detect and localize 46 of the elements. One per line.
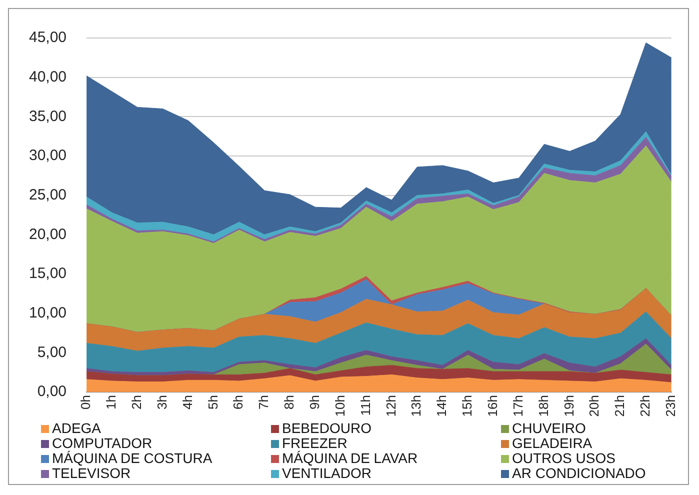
x-tick-label: 19h [561,395,576,417]
x-tick-label: 23h [662,395,678,417]
x-tick-label: 18h [536,395,551,417]
x-tick-label: 6h [230,395,246,410]
y-tick-label: 40,00 [28,68,67,86]
x-tick-label: 22h [638,395,653,417]
legend-label: OUTROS USOS [512,450,616,466]
x-tick-label: 20h [586,395,602,417]
x-tick-label: 4h [180,395,195,410]
x-tick-label: 17h [510,395,526,417]
x-tick-label: 0h [78,395,94,410]
y-tick-label: 35,00 [28,108,67,125]
legend-label: VENTILADOR [282,465,372,481]
x-tick-label: 11h [358,395,373,416]
x-tick-label: 9h [306,395,322,410]
y-tick-label: 30,00 [28,147,67,164]
x-tick-label: 15h [460,395,475,417]
x-tick-label: 1h [104,395,119,410]
legend-label: BEBEDOURO [282,420,372,436]
x-tick-label: 12h [383,395,398,417]
y-tick-label: 45,00 [28,29,67,46]
x-tick-label: 3h [154,395,170,410]
legend-label: ADEGA [52,420,102,436]
x-tick-label: 8h [282,395,297,410]
legend-label: COMPUTADOR [52,435,152,451]
legend-label: GELADEIRA [512,435,592,451]
x-tick-label: 7h [256,395,272,410]
x-tick-label: 5h [205,395,220,410]
legend-label: CHUVEIRO [512,420,586,436]
y-tick-label: 20,00 [28,226,67,243]
y-tick-label: 0,00 [37,383,67,400]
legend-label: MÁQUINA DE LAVAR [282,450,418,466]
y-tick-label: 25,00 [28,186,67,204]
x-tick-label: 13h [408,395,424,417]
legend-label: FREEZER [282,435,348,451]
x-tick-label: 2h [128,395,144,410]
legend-label: TELEVISOR [52,465,131,481]
legend-label: AR CONDICIONADO [512,465,646,481]
x-tick-label: 10h [332,395,348,417]
y-tick-label: 15,00 [28,265,67,282]
x-tick-label: 16h [484,395,500,417]
x-tick-label: 21h [612,395,628,417]
x-tick-label: 14h [434,395,450,417]
y-tick-label: 5,00 [37,344,67,361]
legend-label: MÁQUINA DE COSTURA [52,450,212,466]
y-tick-label: 10,00 [28,304,67,322]
